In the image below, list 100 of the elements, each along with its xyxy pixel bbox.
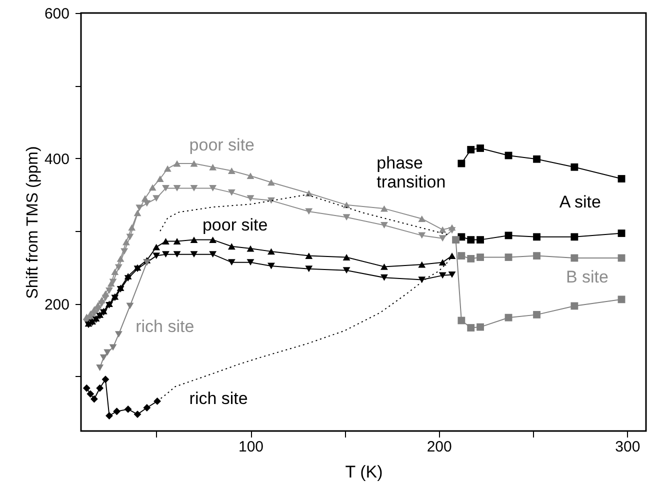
point bbox=[268, 179, 275, 186]
point bbox=[342, 267, 350, 274]
point bbox=[438, 226, 446, 233]
x-axis-title: T (K) bbox=[345, 462, 383, 482]
point bbox=[246, 245, 254, 252]
point bbox=[438, 235, 446, 242]
point bbox=[143, 404, 151, 412]
point bbox=[305, 266, 313, 272]
point bbox=[90, 395, 98, 403]
point bbox=[114, 331, 122, 338]
point bbox=[228, 189, 236, 196]
annotation: B site bbox=[566, 268, 608, 287]
point bbox=[190, 160, 198, 167]
point bbox=[342, 254, 350, 260]
point bbox=[190, 236, 198, 244]
point bbox=[96, 364, 104, 371]
point bbox=[380, 205, 388, 212]
point bbox=[164, 165, 172, 172]
point bbox=[476, 254, 484, 261]
point bbox=[418, 261, 426, 268]
point bbox=[162, 184, 170, 192]
point bbox=[209, 164, 217, 170]
annotation: poor site bbox=[189, 135, 254, 154]
x-tick-label: 200 bbox=[426, 438, 452, 456]
x-tick-label: 100 bbox=[238, 438, 264, 456]
point bbox=[156, 176, 164, 182]
point bbox=[190, 184, 198, 192]
point bbox=[102, 294, 110, 302]
point bbox=[418, 232, 426, 239]
point bbox=[126, 302, 134, 310]
point bbox=[476, 144, 484, 152]
point bbox=[458, 252, 466, 260]
point bbox=[380, 263, 388, 270]
point bbox=[533, 233, 540, 241]
point bbox=[86, 390, 94, 398]
point bbox=[120, 248, 128, 255]
point bbox=[268, 262, 275, 270]
point bbox=[448, 252, 456, 260]
point bbox=[618, 175, 626, 182]
point bbox=[467, 324, 475, 332]
point bbox=[113, 408, 120, 416]
point bbox=[136, 204, 144, 212]
point bbox=[154, 397, 161, 405]
point bbox=[209, 184, 217, 192]
point bbox=[228, 243, 236, 250]
point bbox=[96, 384, 104, 392]
point bbox=[458, 160, 466, 168]
annotation: poor site bbox=[202, 215, 268, 234]
point bbox=[438, 259, 446, 266]
point bbox=[152, 252, 160, 260]
point bbox=[102, 376, 110, 384]
point bbox=[173, 184, 181, 192]
point bbox=[246, 172, 254, 180]
point bbox=[148, 184, 156, 191]
point bbox=[124, 405, 132, 413]
point bbox=[533, 155, 540, 163]
point bbox=[98, 300, 106, 307]
point bbox=[467, 146, 475, 154]
point bbox=[570, 163, 578, 171]
point bbox=[94, 306, 102, 313]
point bbox=[418, 216, 426, 222]
point bbox=[246, 195, 254, 202]
point bbox=[246, 259, 254, 266]
point bbox=[380, 222, 388, 228]
point bbox=[305, 208, 313, 215]
point bbox=[124, 275, 132, 282]
point bbox=[533, 252, 540, 260]
point bbox=[173, 238, 181, 244]
point bbox=[152, 195, 160, 202]
point bbox=[114, 264, 122, 271]
point bbox=[458, 316, 466, 324]
point bbox=[504, 232, 512, 240]
point bbox=[100, 354, 108, 361]
point bbox=[476, 323, 484, 331]
point bbox=[143, 200, 151, 207]
point bbox=[418, 276, 426, 284]
point bbox=[533, 310, 540, 318]
point bbox=[476, 236, 484, 244]
point bbox=[448, 227, 456, 234]
point bbox=[467, 236, 475, 244]
point bbox=[228, 168, 236, 174]
point bbox=[467, 255, 475, 262]
point bbox=[104, 349, 112, 356]
annotation: phase transition bbox=[376, 153, 446, 192]
point bbox=[90, 310, 98, 318]
point bbox=[106, 287, 113, 294]
point bbox=[228, 259, 236, 266]
point bbox=[268, 197, 275, 204]
point bbox=[504, 254, 512, 261]
y-tick-label: 600 bbox=[44, 6, 70, 22]
point bbox=[190, 251, 198, 258]
point bbox=[106, 412, 113, 420]
point bbox=[82, 384, 90, 392]
point bbox=[173, 251, 181, 258]
point bbox=[162, 238, 170, 244]
point bbox=[162, 251, 170, 258]
annotation: rich site bbox=[189, 389, 248, 408]
y-tick-label: 200 bbox=[44, 296, 70, 314]
point bbox=[618, 230, 626, 237]
y-tick-label: 400 bbox=[44, 150, 70, 168]
